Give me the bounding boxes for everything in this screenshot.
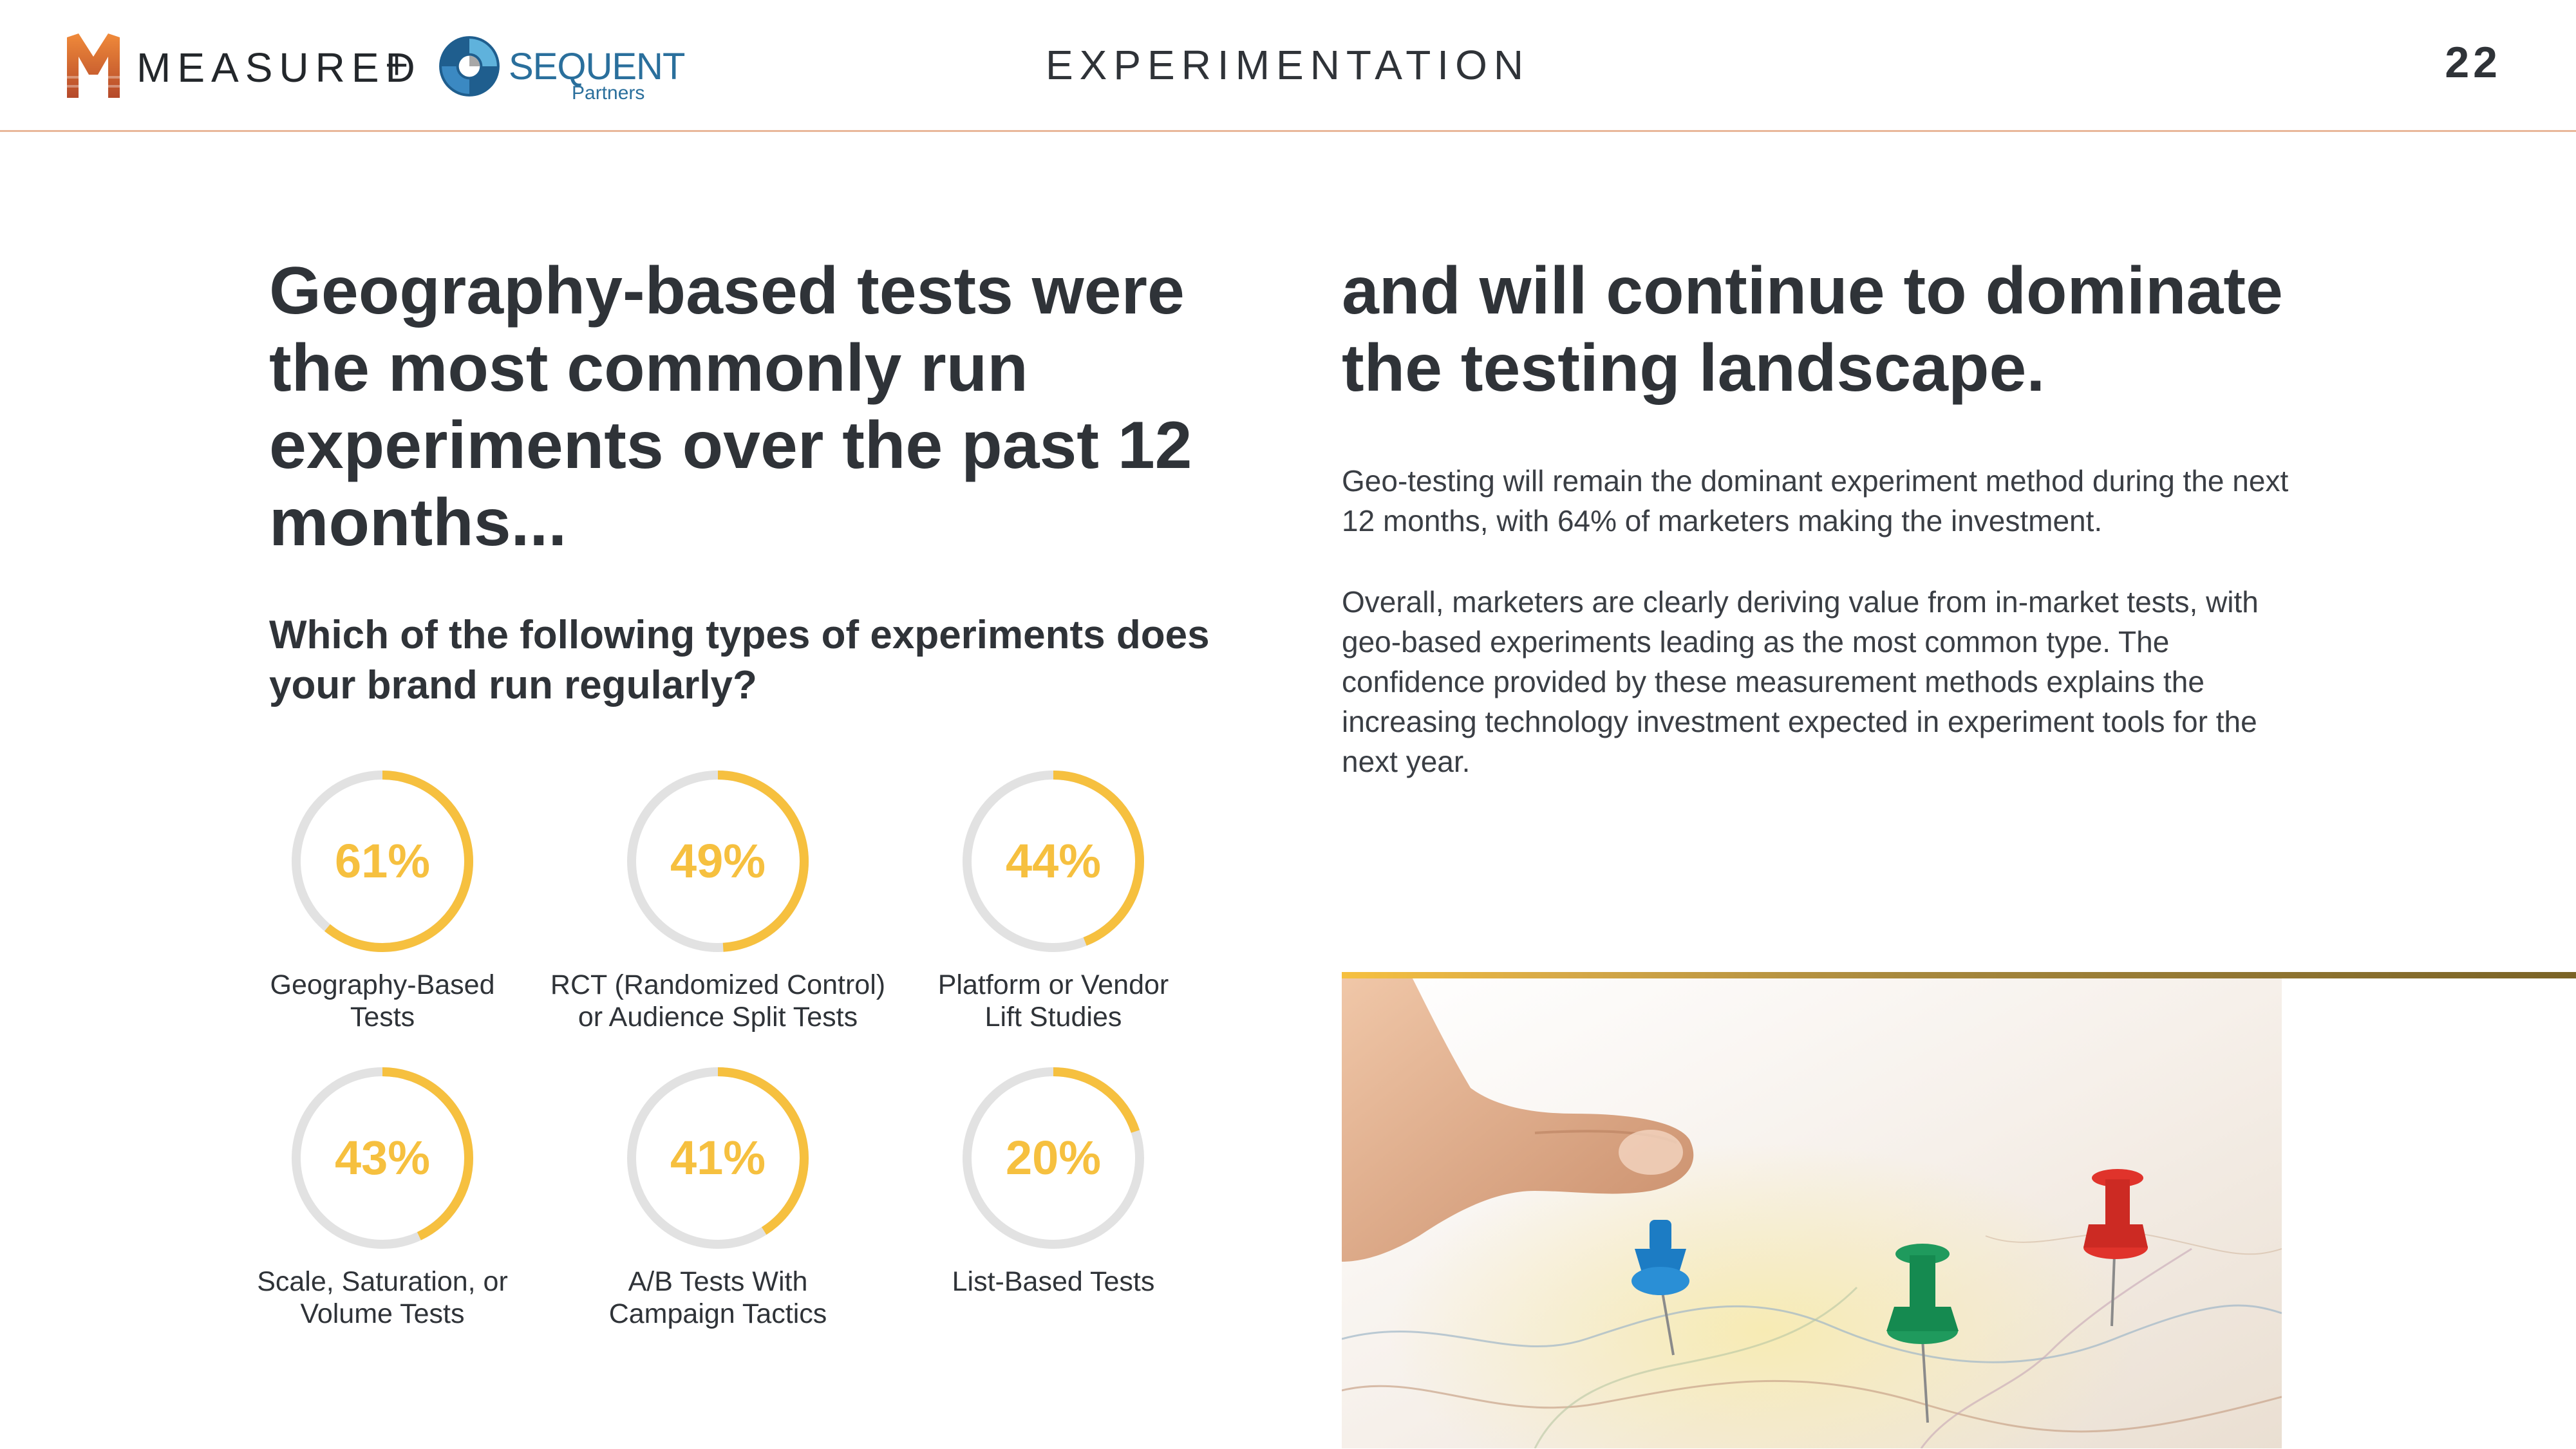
donut-value: 44% xyxy=(1005,834,1102,888)
donut-value: 43% xyxy=(334,1131,431,1184)
label-line: Tests xyxy=(350,1002,415,1033)
page-number: 22 xyxy=(2445,38,2501,87)
donut-ab: 41% xyxy=(625,1065,811,1251)
donut-list: 20% xyxy=(960,1065,1147,1251)
header-bar: MEASURED + SEQUENT Partners EXPERIMENTAT… xyxy=(0,0,2576,132)
brand-partners: Partners xyxy=(572,82,645,104)
donut-arc xyxy=(292,1067,473,1249)
section-title: EXPERIMENTATION xyxy=(1045,42,1530,88)
label-line: Geography-Based xyxy=(270,969,495,1000)
donut-label: A/B Tests With Campaign Tactics xyxy=(538,1266,898,1330)
donut-chart-icon xyxy=(627,771,809,952)
donut-arc xyxy=(963,771,1144,952)
donut-platform: 44% xyxy=(960,768,1147,955)
survey-question: Which of the following types of experime… xyxy=(269,613,1210,707)
donut-geography: 61% xyxy=(289,768,476,955)
label-line: A/B Tests With xyxy=(628,1266,808,1297)
donut-label: List-Based Tests xyxy=(873,1266,1234,1298)
map-pins-image-icon xyxy=(1342,978,2282,1448)
donut-arc xyxy=(963,1067,1144,1249)
donut-value: 49% xyxy=(670,834,766,888)
label-line: or Audience Split Tests xyxy=(578,1002,858,1033)
body-paragraph-1: Geo-testing will remain the dominant exp… xyxy=(1342,464,2289,538)
label-line: Platform or Vendor xyxy=(937,969,1169,1000)
label-line: RCT (Randomized Control) xyxy=(550,969,886,1000)
brand-sequent: SEQUENT xyxy=(509,46,685,88)
donut-label: Platform or Vendor Lift Studies xyxy=(873,969,1234,1033)
measured-logo-icon xyxy=(67,33,120,98)
sequent-logo-icon xyxy=(439,36,500,97)
donut-scale: 43% xyxy=(289,1065,476,1251)
donut-label: Geography-Based Tests xyxy=(202,969,563,1033)
donut-chart-icon xyxy=(963,1067,1144,1249)
label-line: List-Based Tests xyxy=(952,1266,1155,1297)
donut-chart-icon xyxy=(963,771,1144,952)
donut-arc xyxy=(627,1067,809,1249)
label-line: Lift Studies xyxy=(984,1002,1122,1033)
donut-label: Scale, Saturation, or Volume Tests xyxy=(202,1266,563,1330)
donut-label: RCT (Randomized Control) or Audience Spl… xyxy=(538,969,898,1033)
donut-chart-icon xyxy=(292,1067,473,1249)
donut-arc xyxy=(627,771,809,952)
donut-rct: 49% xyxy=(625,768,811,955)
brand-measured: MEASURED xyxy=(136,44,422,91)
donut-value: 20% xyxy=(1005,1131,1102,1184)
headline-right: and will continue to dominate the testin… xyxy=(1342,254,2283,406)
map-pins-photo xyxy=(1342,978,2282,1448)
donut-value: 41% xyxy=(670,1131,766,1184)
label-line: Campaign Tactics xyxy=(608,1298,827,1329)
donut-value: 61% xyxy=(334,834,431,888)
donut-chart-icon xyxy=(627,1067,809,1249)
donut-chart-icon xyxy=(292,771,473,952)
headline-left: Geography-based tests were the most comm… xyxy=(269,254,1192,560)
brand-plus: + xyxy=(385,43,409,88)
body-paragraph-2: Overall, marketers are clearly deriving … xyxy=(1342,585,2259,778)
donut-arc xyxy=(292,771,473,952)
label-line: Scale, Saturation, or xyxy=(257,1266,508,1297)
accent-gradient-bar xyxy=(1342,972,2576,978)
label-line: Volume Tests xyxy=(300,1298,465,1329)
